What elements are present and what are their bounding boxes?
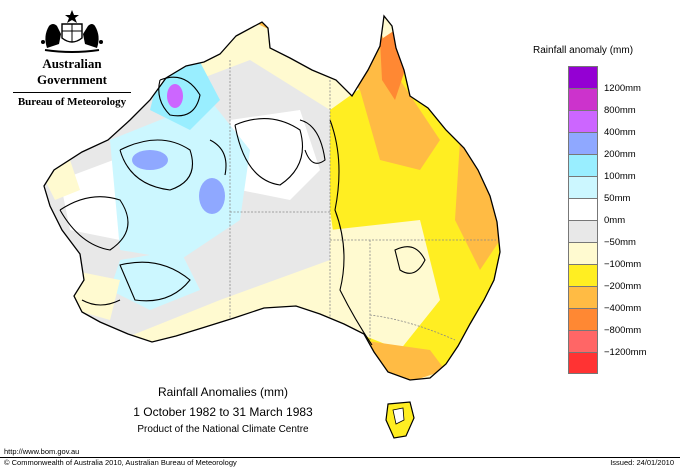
blue-patch-2 xyxy=(199,178,225,214)
tasmania-contour xyxy=(392,407,405,425)
legend-swatch xyxy=(568,66,598,88)
legend-color-scale xyxy=(568,66,598,374)
legend-swatch xyxy=(568,264,598,286)
orange-region-north xyxy=(250,20,440,170)
legend-swatch xyxy=(568,110,598,132)
legend-label: −1200mm xyxy=(604,347,647,358)
legend-swatch xyxy=(568,286,598,308)
map-product-note: Product of the National Climate Centre xyxy=(137,424,309,435)
legend-swatch xyxy=(568,220,598,242)
footer-url-link[interactable]: http://www.bom.gov.au xyxy=(4,447,80,456)
contour-line xyxy=(209,139,227,176)
legend-label: −100mm xyxy=(604,259,642,270)
contour-line xyxy=(394,246,426,274)
legend-label: −400mm xyxy=(604,303,642,314)
footer-issued-date: Issued: 24/01/2010 xyxy=(610,458,674,467)
map-title: Rainfall Anomalies (mm) xyxy=(157,385,289,399)
legend-swatch xyxy=(568,198,598,220)
pale-region-east xyxy=(330,220,440,350)
contour-line xyxy=(81,299,121,306)
legend-label: −50mm xyxy=(604,237,636,248)
legend-swatch xyxy=(568,330,598,352)
footer-divider xyxy=(0,457,680,458)
government-title: Australian Government xyxy=(36,56,108,87)
contour-line xyxy=(329,119,373,346)
legend-swatch xyxy=(568,242,598,264)
mainland-coastline xyxy=(43,14,501,381)
legend-label: 50mm xyxy=(604,193,631,204)
legend-label: 1200mm xyxy=(604,83,641,94)
nsw-vic-border xyxy=(369,314,456,341)
legend-label: −800mm xyxy=(604,325,642,336)
contour-lines xyxy=(59,76,426,346)
contour-line xyxy=(119,139,194,191)
map-period: 1 October 1982 to 31 March 1983 xyxy=(133,405,313,419)
state-borders xyxy=(229,60,496,341)
legend-label: 0mm xyxy=(604,215,626,226)
purple-patch xyxy=(167,84,183,108)
bureau-title: Bureau of Meteorology xyxy=(17,96,127,108)
legend-swatch xyxy=(568,132,598,154)
contour-line xyxy=(234,118,304,186)
legend-swatch xyxy=(568,352,598,374)
coat-of-arms-icon xyxy=(41,10,103,53)
tasmania xyxy=(385,401,415,439)
footer-copyright: © Commonwealth of Australia 2010, Austra… xyxy=(4,458,237,467)
legend-swatch xyxy=(568,154,598,176)
contour-line xyxy=(59,196,129,251)
legend-label: 800mm xyxy=(604,105,636,116)
orange-region-east-coast xyxy=(455,140,500,270)
white-region-north xyxy=(230,110,320,200)
blue-patch-1 xyxy=(132,150,168,170)
contour-line xyxy=(119,261,191,302)
legend-label: −200mm xyxy=(604,281,642,292)
legend-label: 400mm xyxy=(604,127,636,138)
legend-label: 100mm xyxy=(604,171,636,182)
legend-label: 200mm xyxy=(604,149,636,160)
legend-swatch xyxy=(568,308,598,330)
branding-divider xyxy=(13,92,131,93)
australia-map xyxy=(43,14,501,439)
legend-swatch xyxy=(568,88,598,110)
contour-line xyxy=(158,76,201,117)
anomaly-fill-layers xyxy=(44,16,500,380)
legend-swatch xyxy=(568,176,598,198)
contour-line xyxy=(299,119,326,164)
government-branding: Australian Government Bureau of Meteorol… xyxy=(8,8,136,108)
light-blue-region xyxy=(110,100,250,260)
legend-title: Rainfall anomaly (mm) xyxy=(533,45,634,56)
